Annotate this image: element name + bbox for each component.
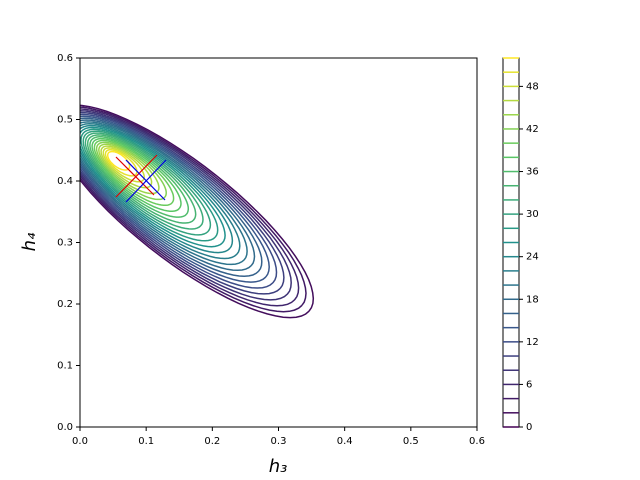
x-tick-label: 0.1 (138, 436, 154, 447)
y-tick-label: 0.3 (57, 238, 73, 249)
red-line (115, 156, 155, 196)
contour-line (82, 130, 212, 236)
y-tick-label: 0.6 (57, 53, 73, 64)
contour-line (91, 137, 182, 212)
contour-line (100, 145, 153, 189)
x-tick-label: 0.4 (337, 436, 353, 447)
contour-line (89, 136, 190, 218)
blue-line (125, 159, 166, 201)
contour-line (86, 134, 197, 224)
contour-line (80, 119, 256, 272)
contour-line (80, 104, 315, 319)
contour-line (98, 143, 160, 195)
y-tick-label: 0.1 (57, 361, 73, 372)
contour-line (102, 147, 145, 183)
y-tick-label: 0.4 (57, 176, 73, 187)
colorbar-tick-label: 18 (526, 294, 539, 305)
contour-line (80, 126, 226, 248)
colorbar-tick-label: 42 (526, 124, 539, 135)
contour-line (80, 106, 307, 313)
y-tick-label: 0.2 (57, 299, 73, 310)
contour-line (80, 117, 263, 277)
red-line (115, 154, 158, 198)
colorbar-tick-label: 6 (526, 379, 532, 390)
contour-line (80, 108, 300, 307)
contour-line (80, 113, 278, 289)
contour-line (80, 128, 219, 242)
contour-line (80, 121, 248, 266)
x-tick-label: 0.2 (204, 436, 220, 447)
colorbar-tick-label: 12 (526, 337, 539, 348)
contour-line (80, 111, 285, 295)
contour-line (104, 148, 138, 177)
cross-markers (115, 154, 167, 203)
colorbar-tick-label: 48 (526, 81, 539, 92)
colorbar-tick-label: 0 (526, 422, 532, 433)
contour-line (80, 124, 234, 254)
colorbar-tick-label: 24 (526, 252, 539, 263)
y-tick-label: 0.5 (57, 115, 73, 126)
y-axis-label: h₄ (19, 232, 40, 251)
contour-line (95, 141, 167, 201)
contour-line (80, 122, 241, 260)
contour-area (80, 104, 315, 319)
y-tick-label: 0.0 (57, 422, 73, 433)
x-tick-label: 0.5 (403, 436, 419, 447)
blue-line (125, 159, 167, 203)
x-axis-label: h₃ (269, 456, 288, 477)
x-tick-label: 0.6 (469, 436, 485, 447)
plot-frame (79, 57, 478, 428)
colorbar-tick-label: 30 (526, 209, 539, 220)
contour-line (84, 132, 204, 230)
contour-line (80, 115, 270, 283)
colorbar-tick-label: 36 (526, 167, 539, 178)
contour-line (93, 139, 175, 207)
contour-line (80, 109, 292, 301)
x-tick-label: 0.3 (271, 436, 287, 447)
x-tick-label: 0.0 (72, 436, 88, 447)
